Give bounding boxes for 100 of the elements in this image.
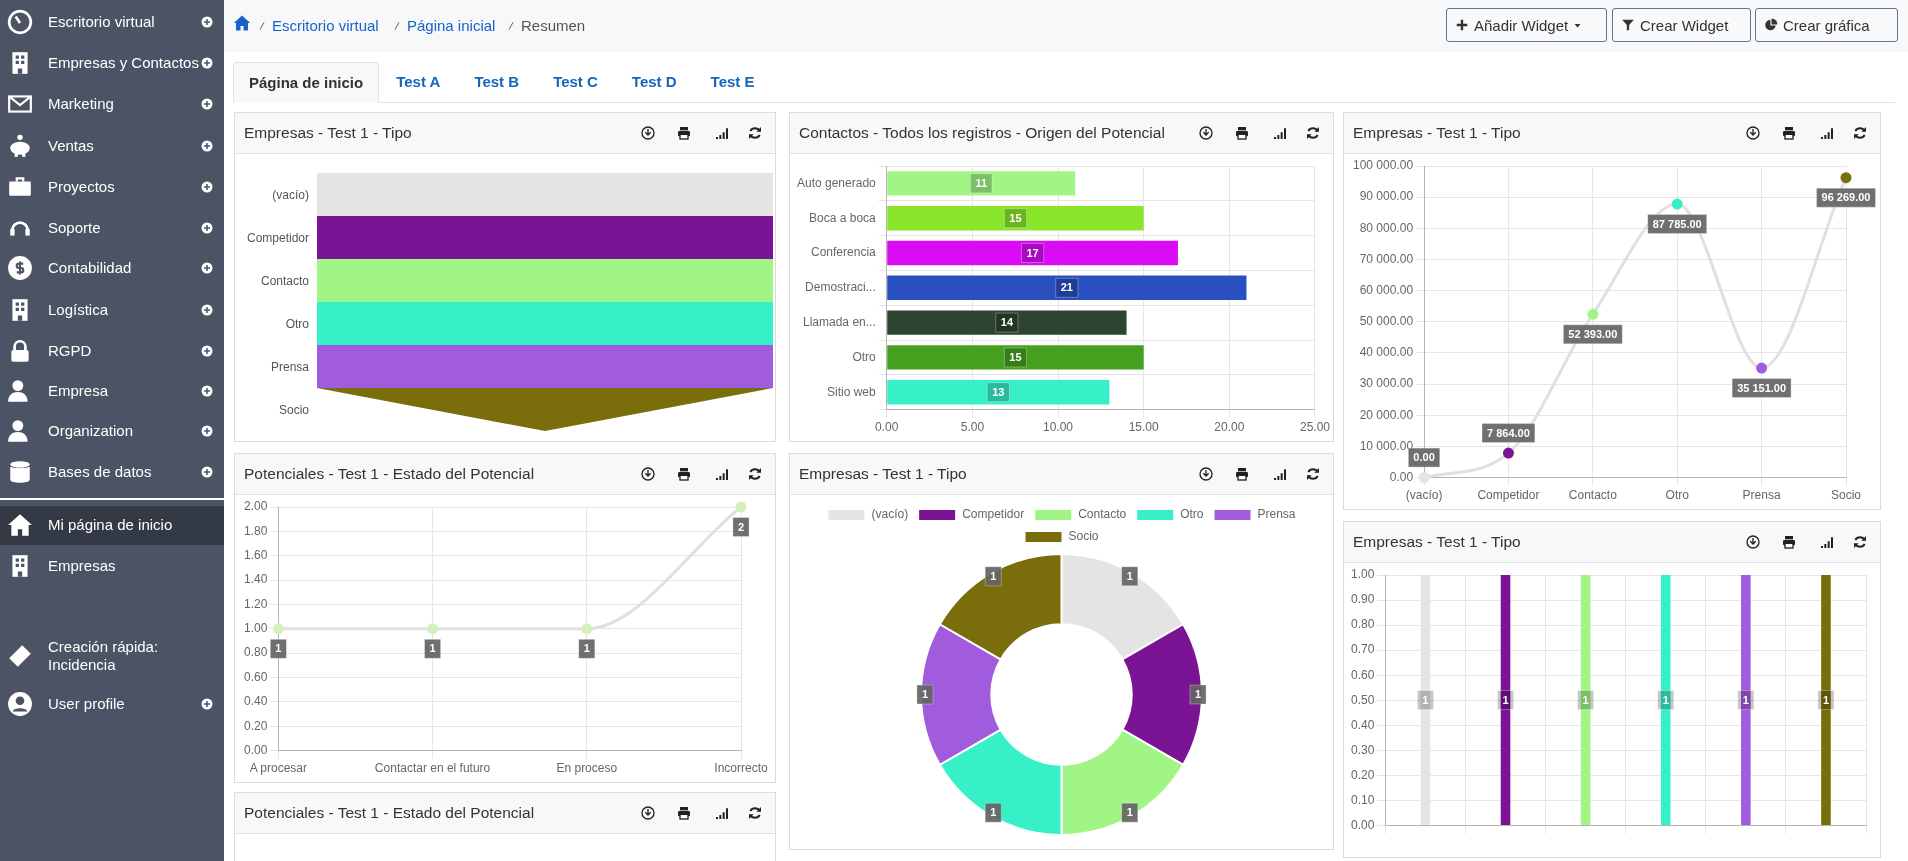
text: Test D <box>630 72 678 92</box>
text: Crear Widget <box>1640 16 1729 34</box>
text: Ventas <box>48 137 95 155</box>
text: Potenciales - Test 1 - Estado del Potencial <box>244 804 535 822</box>
text: Crear gráfica <box>1783 16 1870 34</box>
text: Test A <box>395 72 442 92</box>
text: Soporte <box>48 219 102 237</box>
data-label: 1 <box>1502 693 1509 706</box>
y-tick-label: Demostraci... <box>805 280 876 295</box>
legend-label: Otro <box>1180 507 1204 522</box>
data-label: 2 <box>737 520 745 533</box>
text: Mi página de inicio <box>48 516 174 534</box>
text: Proyectos <box>48 178 116 196</box>
data-label: 1 <box>1822 693 1830 706</box>
y-tick-label: 70 000.00 <box>1359 251 1414 266</box>
x-tick-label: (vacío) <box>1405 488 1443 503</box>
data-label: 1 <box>990 806 997 819</box>
data-label: 1 <box>1126 806 1133 819</box>
x-tick-label: 5.00 <box>960 420 985 435</box>
data-label: 14 <box>1000 316 1014 329</box>
y-tick-label: 0.20 <box>244 718 268 733</box>
data-label: 15 <box>1009 211 1022 224</box>
y-tick-label: 1.00 <box>244 621 268 636</box>
x-tick-label: 0.00 <box>875 420 899 435</box>
text: RGPD <box>48 342 93 360</box>
y-tick-label: 0.00 <box>244 742 268 757</box>
y-tick-label: 20 000.00 <box>1359 407 1414 422</box>
x-tick-label: En proceso <box>556 761 618 776</box>
text: Empresas - Test 1 - Tipo <box>244 124 412 142</box>
text: Organization <box>48 422 135 440</box>
text: Página de inicio <box>233 62 380 103</box>
category-label: Competidor <box>246 229 309 246</box>
y-tick-label: 0.10 <box>1351 792 1375 807</box>
legend-label: Competidor <box>962 507 1025 522</box>
chart-title: Empresas - Test 1 - Tipo <box>1353 533 1521 551</box>
x-tick-label: 25.00 <box>1299 420 1331 435</box>
data-label: 1 <box>1662 693 1669 706</box>
y-tick-label: 1.80 <box>244 523 268 538</box>
y-tick-label: 0.00 <box>1389 469 1414 484</box>
data-label: 1 <box>921 688 929 701</box>
bar <box>887 380 1110 405</box>
text: Test C <box>552 72 599 92</box>
data-label: 21 <box>1060 281 1073 294</box>
category-label: Otro <box>285 315 309 332</box>
x-tick-label: 15.00 <box>1128 420 1160 435</box>
category-label: (vacío) <box>272 186 309 203</box>
x-tick-label: 20.00 <box>1214 420 1245 435</box>
y-tick-label: 1.40 <box>244 572 268 587</box>
text: Empresas <box>48 557 117 575</box>
x-tick-label: Prensa <box>1742 488 1781 503</box>
x-tick-label: Otro <box>1665 488 1690 503</box>
legend-label: Prensa <box>1257 507 1296 522</box>
y-tick-label: 1.60 <box>244 548 268 563</box>
chart-title: Contactos - Todos los registros - Origen del Potencial <box>799 124 1165 142</box>
x-tick-label: 10.00 <box>1043 420 1074 435</box>
data-label: 15 <box>1009 350 1022 363</box>
point <box>1587 308 1599 320</box>
legend-label: (vacío) <box>871 507 909 522</box>
y-tick-label: 40 000.00 <box>1359 345 1414 360</box>
x-tick-label: Contacto <box>1568 488 1618 503</box>
text: Resumen <box>521 17 586 34</box>
text: Empresas y Contactos <box>48 54 200 72</box>
data-label: 1 <box>1126 569 1133 582</box>
text: Test B <box>473 72 521 92</box>
bar <box>887 275 1247 300</box>
text: Logística <box>48 301 110 319</box>
y-tick-label: 0.30 <box>1351 742 1375 757</box>
data-label: 1 <box>429 642 436 655</box>
bar <box>887 206 1144 231</box>
data-label: 1 <box>990 569 997 582</box>
chart-title: Empresas - Test 1 - Tipo <box>1353 124 1521 142</box>
data-label: 11 <box>975 176 988 189</box>
text: Test E <box>709 72 756 92</box>
y-tick-label: 100 000.00 <box>1353 158 1414 173</box>
data-label: 96 269.00 <box>1821 191 1871 204</box>
category-label: Socio <box>278 401 309 418</box>
x-tick-label: Incorrecto <box>714 761 768 776</box>
text: Contabilidad <box>48 259 133 277</box>
y-tick-label: 0.60 <box>1351 667 1375 682</box>
data-label: 1 <box>1422 693 1429 706</box>
y-tick-label: 0.70 <box>1351 642 1375 657</box>
data-label: 52 393.00 <box>1568 327 1618 340</box>
bar <box>887 310 1127 335</box>
point <box>1671 198 1683 210</box>
y-tick-label: 0.80 <box>244 645 268 660</box>
y-tick-label: Auto generado <box>797 175 877 190</box>
point <box>1502 447 1514 459</box>
y-tick-label: 10 000.00 <box>1359 438 1414 453</box>
bar <box>887 345 1144 370</box>
y-tick-label: Conferencia <box>811 245 877 260</box>
data-label: 17 <box>1026 246 1039 259</box>
y-tick-label: 0.40 <box>244 694 268 709</box>
y-tick-label: Boca a boca <box>809 210 877 225</box>
x-tick-label: Contactar en el futuro <box>374 761 491 776</box>
x-tick-label: Socio <box>1830 488 1862 503</box>
point <box>1756 362 1768 374</box>
text: Página inicial <box>407 17 496 34</box>
point <box>1840 172 1852 184</box>
bar <box>887 240 1178 266</box>
category-label: Contacto <box>260 272 309 289</box>
